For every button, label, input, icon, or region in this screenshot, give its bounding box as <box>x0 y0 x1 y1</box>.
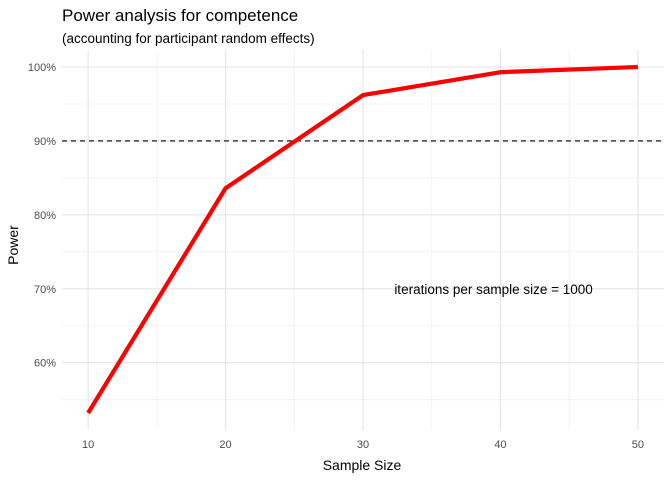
annotation-text: iterations per sample size = 1000 <box>394 282 593 297</box>
x-axis-title: Sample Size <box>323 457 402 473</box>
x-tick-label: 20 <box>219 439 231 451</box>
x-tick-label: 40 <box>494 439 506 451</box>
y-tick-label: 90% <box>34 136 56 148</box>
y-axis-title: Power <box>5 225 21 265</box>
y-tick-labels: 60% 70% 80% 90% 100% <box>28 62 56 370</box>
x-tick-labels: 10 20 30 40 50 <box>82 439 644 451</box>
grid-lines <box>62 50 664 430</box>
y-tick-label: 80% <box>34 210 56 222</box>
chart-subtitle: (accounting for participant random effec… <box>62 31 315 46</box>
x-tick-label: 10 <box>82 439 94 451</box>
chart-title: Power analysis for competence <box>62 6 298 25</box>
series-group <box>86 64 638 415</box>
power-line <box>86 64 638 415</box>
y-tick-label: 100% <box>28 62 56 74</box>
x-tick-label: 50 <box>632 439 644 451</box>
x-tick-label: 30 <box>357 439 369 451</box>
y-tick-label: 60% <box>34 358 56 370</box>
y-tick-label: 70% <box>34 284 56 296</box>
